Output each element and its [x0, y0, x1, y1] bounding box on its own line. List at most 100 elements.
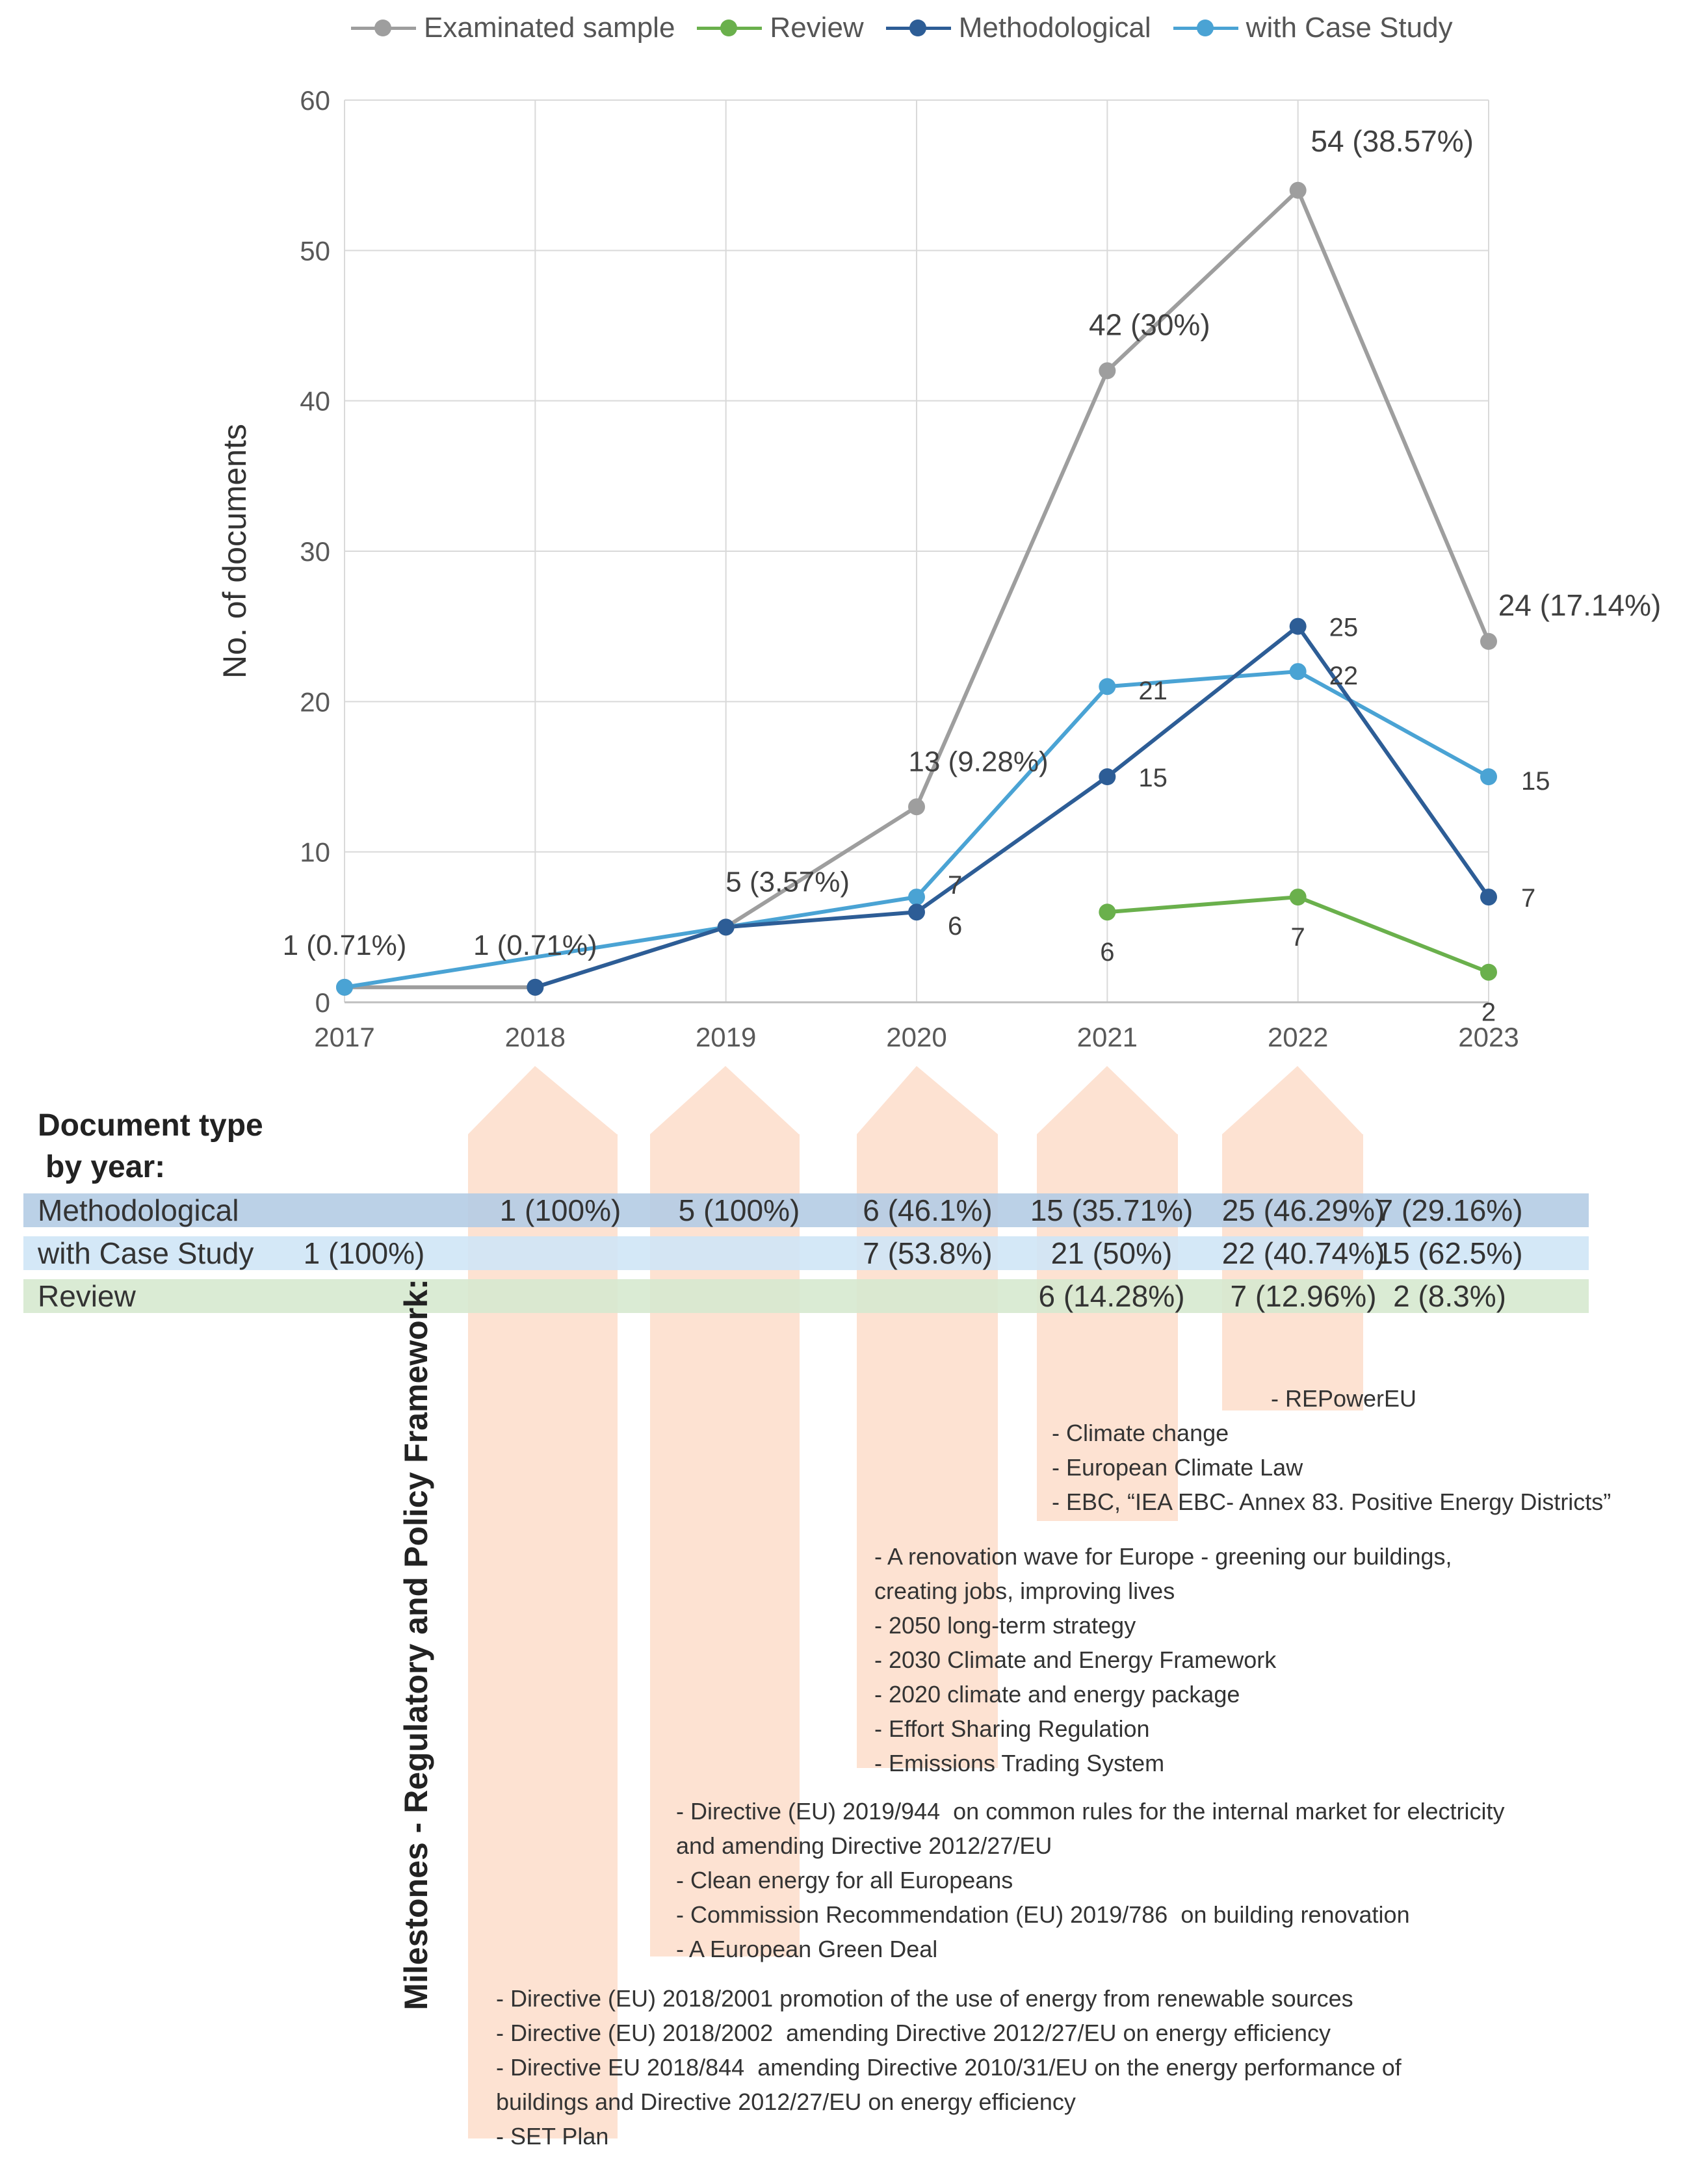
milestone-item: - A European Green Deal [676, 1936, 938, 1962]
milestone-item: - European Climate Law [1052, 1454, 1303, 1481]
milestone-item: - Effort Sharing Regulation [874, 1715, 1150, 1742]
data-label: 13 (9.28%) [908, 746, 1048, 777]
milestone-item: - Directive (EU) 2018/2002 amending Dire… [496, 2020, 1331, 2046]
data-point [1289, 181, 1307, 199]
data-point [1289, 663, 1307, 681]
y-axis-title: No. of documents [216, 424, 253, 679]
legend-label: Examinated sample [424, 12, 675, 44]
y-tick-label: 40 [300, 386, 330, 417]
legend-swatch [697, 18, 763, 38]
milestone-item: - Climate change [1052, 1420, 1229, 1446]
type-cell-2023: 7 (29.16%) [1376, 1193, 1523, 1227]
milestone-arrow-head-2020 [857, 1066, 998, 1134]
milestone-item: creating jobs, improving lives [874, 1578, 1175, 1604]
data-label: 7 [948, 871, 962, 900]
data-label: 5 (3.57%) [725, 866, 850, 898]
data-label: 7 [1521, 884, 1535, 913]
legend-item: Review [697, 12, 864, 44]
legend-swatch [1173, 18, 1238, 38]
type-cell-2021: 21 (50%) [1050, 1236, 1173, 1270]
x-tick-label: 2023 [1458, 1022, 1519, 1052]
data-label: 6 [1100, 938, 1114, 967]
type-row-label: with Case Study [38, 1236, 254, 1270]
document-type-title-line1: Document type [38, 1108, 263, 1143]
data-label: 7 [1291, 923, 1305, 952]
type-row-methodological [23, 1193, 1589, 1227]
milestone-item: - 2030 Climate and Energy Framework [874, 1646, 1277, 1673]
legend-label: with Case Study [1246, 12, 1453, 44]
milestone-group-2020: - A renovation wave for Europe - greenin… [874, 1539, 1452, 1780]
milestones-title: Milestones - Regulatory and Policy Frame… [398, 1279, 434, 2010]
data-point [1480, 632, 1497, 650]
milestone-item: - REPowerEU [1271, 1385, 1417, 1412]
data-point [908, 904, 925, 921]
milestone-item: - Emissions Trading System [874, 1750, 1165, 1776]
type-cell-2023: 15 (62.5%) [1376, 1236, 1523, 1270]
x-tick-label: 2021 [1077, 1022, 1138, 1052]
x-tick-label: 2019 [696, 1022, 756, 1052]
type-row-review [23, 1279, 1589, 1313]
milestone-arrow-head-2018 [468, 1066, 617, 1134]
type-cell-2022: 7 (12.96%) [1230, 1279, 1377, 1313]
milestone-group-2021: - Climate change - European Climate Law - … [1052, 1416, 1611, 1519]
y-tick-label: 50 [300, 235, 330, 266]
data-label: 1 (0.71%) [283, 930, 407, 961]
legend-swatch [885, 18, 951, 38]
x-tick-label: 2022 [1268, 1022, 1328, 1052]
milestone-group-2018: - Directive (EU) 2018/2001 promotion of … [496, 1981, 1402, 2153]
type-row-with-case-study [23, 1236, 1589, 1270]
data-point [1099, 904, 1116, 921]
type-row-label: Methodological [38, 1193, 239, 1227]
milestone-item: - 2050 long-term strategy [874, 1612, 1136, 1639]
legend-label: Review [770, 12, 864, 44]
milestone-item: - Directive (EU) 2019/944 on common rule… [676, 1798, 1505, 1825]
legend-item: with Case Study [1173, 12, 1453, 44]
milestone-item: - Commission Recommendation (EU) 2019/78… [676, 1901, 1410, 1928]
legend-swatch [351, 18, 416, 38]
data-point [1480, 889, 1497, 906]
y-tick-label: 60 [300, 85, 330, 116]
milestone-arrow-2019 [650, 1134, 800, 1956]
milestone-item: - Directive EU 2018/844 amending Directi… [496, 2054, 1402, 2081]
data-label: 15 [1138, 764, 1168, 792]
milestone-arrow-head-2021 [1037, 1066, 1177, 1134]
data-point [1289, 889, 1307, 906]
data-point [336, 978, 353, 996]
type-cell-2017: 1 (100%) [303, 1236, 425, 1270]
type-cell-2020: 7 (53.8%) [863, 1236, 993, 1270]
milestone-arrow-head-2019 [650, 1066, 799, 1134]
data-label: 2 [1481, 998, 1496, 1027]
type-cell-2021: 15 (35.71%) [1030, 1193, 1194, 1227]
type-row-label: Review [38, 1279, 136, 1313]
data-label: 1 (0.71%) [473, 930, 597, 961]
data-point [1099, 678, 1116, 696]
y-tick-label: 10 [300, 837, 330, 868]
data-point [1289, 618, 1307, 635]
series-line-methodological [534, 624, 1491, 989]
data-label: 24 (17.14%) [1498, 588, 1662, 622]
milestone-group-2022: - REPowerEU [1271, 1381, 1416, 1416]
milestone-item: and amending Directive 2012/27/EU [676, 1832, 1052, 1859]
data-label: 25 [1329, 614, 1358, 642]
chart-legend: Examinated sample Review Methodological wit… [351, 12, 1453, 44]
data-label: 22 [1329, 662, 1358, 690]
type-cell-2022: 25 (46.29%) [1221, 1193, 1385, 1227]
y-tick-label: 20 [300, 686, 330, 717]
milestone-item: - Directive (EU) 2018/2001 promotion of … [496, 1985, 1353, 2012]
milestone-arrow-2022 [1222, 1134, 1363, 1410]
data-point [1099, 768, 1116, 785]
type-cell-2023: 2 (8.3%) [1393, 1279, 1506, 1313]
document-type-title: Document type by year: [38, 1105, 263, 1188]
milestone-item: - 2020 climate and energy package [874, 1681, 1240, 1708]
legend-item: Examinated sample [351, 12, 675, 44]
y-tick-label: 30 [300, 536, 330, 567]
data-point [1480, 768, 1497, 785]
data-label: 6 [948, 912, 962, 941]
y-tick-label: 0 [315, 987, 330, 1018]
data-label: 21 [1138, 677, 1168, 705]
data-point [908, 889, 925, 906]
milestone-arrow-head-2022 [1222, 1066, 1363, 1134]
data-label: 42 (30%) [1089, 307, 1210, 341]
type-cell-2019: 5 (100%) [678, 1193, 800, 1227]
milestone-item: - EBC, “IEA EBC- Annex 83. Positive Ener… [1052, 1488, 1611, 1515]
